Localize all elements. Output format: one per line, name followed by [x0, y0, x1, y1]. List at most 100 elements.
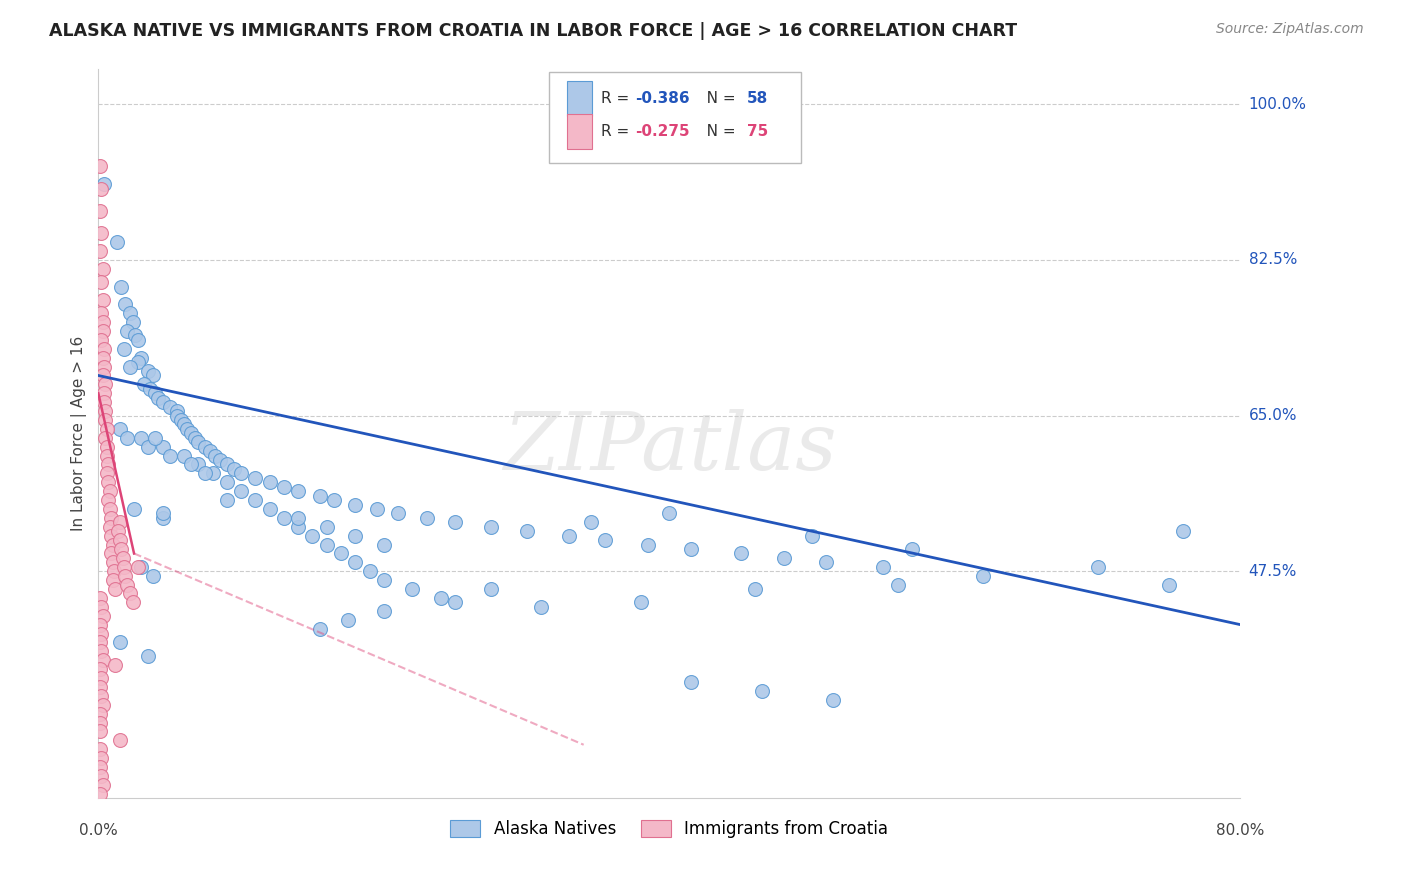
Point	[136, 440, 159, 454]
Point	[744, 582, 766, 596]
Point	[89, 662, 111, 676]
Point	[114, 568, 136, 582]
Text: 47.5%: 47.5%	[1249, 564, 1296, 579]
Point	[901, 541, 924, 556]
Point	[579, 516, 602, 530]
Point	[194, 467, 217, 481]
Point	[104, 582, 127, 596]
Point	[170, 413, 193, 427]
Point	[308, 622, 330, 636]
Point	[287, 484, 309, 499]
Point	[308, 489, 330, 503]
Point	[245, 471, 267, 485]
Point	[118, 306, 141, 320]
Point	[100, 511, 122, 525]
Text: 0.0%: 0.0%	[79, 823, 118, 838]
Point	[208, 453, 231, 467]
Point	[479, 520, 502, 534]
Point	[129, 351, 152, 365]
Point	[159, 400, 181, 414]
Point	[91, 261, 114, 276]
Point	[273, 511, 295, 525]
Point	[387, 507, 409, 521]
Point	[97, 458, 120, 472]
Point	[90, 751, 112, 765]
Point	[373, 537, 395, 551]
Point	[415, 511, 437, 525]
Point	[630, 595, 652, 609]
Text: -0.386: -0.386	[636, 91, 690, 106]
Point	[108, 733, 131, 747]
Point	[287, 520, 309, 534]
Text: 82.5%: 82.5%	[1249, 252, 1296, 268]
Point	[90, 181, 112, 195]
Point	[90, 226, 112, 240]
Point	[145, 386, 167, 401]
Point	[194, 440, 217, 454]
Point	[1157, 577, 1180, 591]
Point	[104, 657, 127, 672]
Point	[90, 333, 112, 347]
Point	[1173, 524, 1195, 539]
Point	[166, 404, 188, 418]
Point	[90, 689, 112, 703]
Point	[344, 529, 367, 543]
Point	[89, 706, 111, 721]
Text: 75: 75	[747, 124, 768, 139]
Bar	[567, 81, 592, 116]
Point	[127, 333, 149, 347]
Point	[91, 368, 114, 383]
Point	[479, 582, 502, 596]
Point	[91, 698, 114, 712]
Point	[637, 537, 659, 551]
Point	[187, 435, 209, 450]
Point	[89, 760, 111, 774]
Point	[159, 449, 181, 463]
Point	[101, 537, 124, 551]
Point	[1087, 559, 1109, 574]
Point	[815, 555, 838, 569]
Point	[152, 511, 174, 525]
Point	[105, 235, 128, 249]
Point	[132, 377, 155, 392]
Point	[93, 342, 115, 356]
Text: ALASKA NATIVE VS IMMIGRANTS FROM CROATIA IN LABOR FORCE | AGE > 16 CORRELATION C: ALASKA NATIVE VS IMMIGRANTS FROM CROATIA…	[49, 22, 1018, 40]
Point	[89, 203, 111, 218]
Point	[145, 431, 167, 445]
Text: ZIPatlas: ZIPatlas	[502, 409, 837, 487]
Point	[373, 573, 395, 587]
Point	[89, 617, 111, 632]
Point	[118, 586, 141, 600]
Text: N =: N =	[692, 91, 741, 106]
Point	[94, 404, 117, 418]
Point	[142, 368, 165, 383]
Point	[89, 244, 111, 258]
Point	[91, 653, 114, 667]
Point	[108, 516, 131, 530]
Point	[90, 671, 112, 685]
Point	[801, 529, 824, 543]
Point	[516, 524, 538, 539]
Point	[337, 613, 360, 627]
Point	[129, 431, 152, 445]
Point	[90, 626, 112, 640]
Point	[121, 595, 143, 609]
Point	[93, 395, 115, 409]
Point	[112, 559, 135, 574]
Point	[259, 475, 281, 490]
Point	[108, 635, 131, 649]
Point	[430, 591, 453, 605]
Point	[98, 484, 121, 499]
Point	[94, 413, 117, 427]
Point	[101, 555, 124, 569]
Point	[89, 715, 111, 730]
Point	[215, 475, 238, 490]
Point	[91, 315, 114, 329]
Point	[344, 555, 367, 569]
Point	[187, 458, 209, 472]
Point	[330, 546, 353, 560]
Point	[401, 582, 423, 596]
Point	[101, 573, 124, 587]
Point	[118, 359, 141, 374]
Point	[176, 422, 198, 436]
